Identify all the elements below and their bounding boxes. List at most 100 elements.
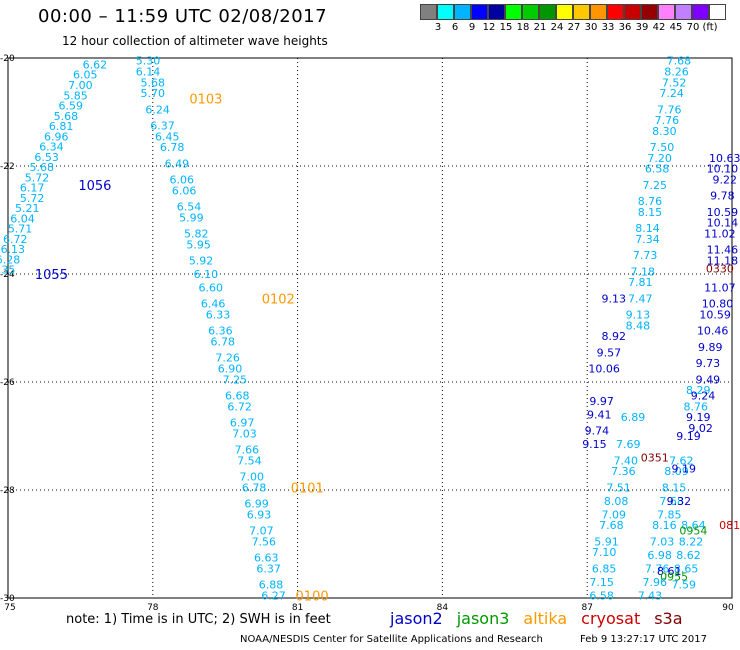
data-point-altika: 5.70 (141, 87, 166, 100)
scale-swatch (624, 4, 641, 20)
scale-swatch (658, 4, 675, 20)
credit-line: NOAA/NESDIS Center for Satellite Applica… (240, 634, 543, 645)
x-tick-label: 90 (722, 603, 734, 613)
scale-label: 9 (468, 22, 476, 33)
data-point-altika: 7.07 (249, 525, 274, 538)
data-point-altika: 7.54 (237, 454, 262, 467)
data-point-jason2: 10.10 (707, 163, 739, 176)
satellite-legend: jason2 jason3 altika cryosat s3a (390, 609, 683, 628)
y-tick-label: -30 (0, 594, 15, 604)
data-point-jason2: 11.46 (707, 244, 739, 257)
data-point-altika: 6.58 (589, 589, 614, 602)
data-point-altika: 5.85 (63, 89, 88, 102)
scale-label: 18 (516, 22, 530, 33)
scale-swatch (488, 4, 505, 20)
data-point-altika: 9.13 (626, 309, 651, 322)
data-point-jason2: 10.46 (697, 325, 729, 338)
data-point-altika: 6.28 (0, 253, 20, 266)
scale-swatch (437, 4, 454, 20)
data-point-altika: 8.62 (676, 549, 701, 562)
data-point-altika: 6.45 (155, 130, 180, 143)
data-point-altika: 7.85 (657, 508, 682, 521)
data-point-altika: 7.15 (589, 576, 614, 589)
data-point-jason2: 9.74 (585, 425, 610, 438)
legend-s3a: s3a (654, 609, 683, 628)
x-tick-label: 87 (581, 603, 592, 613)
data-point-altika: 8.26 (664, 66, 689, 79)
data-point-altika: 8.15 (638, 206, 663, 219)
scale-label: 21 (533, 22, 547, 33)
data-point-altika: 6.37 (150, 120, 175, 133)
data-point-altika: 6.90 (218, 363, 243, 376)
data-point-altika: 6.37 (256, 562, 281, 575)
data-point-jason2: 9.15 (582, 438, 607, 451)
data-point-altika: 7.59 (671, 579, 696, 592)
data-point-altika: 5.21 (15, 202, 40, 215)
data-point-jason2: 8.92 (601, 330, 626, 343)
scale-swatch (556, 4, 573, 20)
scale-swatch (522, 4, 539, 20)
data-point-jason2: 11.18 (707, 255, 739, 268)
data-point-jason2: 10.14 (707, 217, 739, 230)
time-label: 0100 (296, 589, 329, 604)
data-point-altika: 6.59 (58, 100, 83, 113)
data-point-altika: 8.48 (626, 319, 651, 332)
data-point-jason2: 9.73 (696, 357, 721, 370)
time-label: 0102 (262, 292, 295, 307)
legend-jason3: jason3 (456, 609, 510, 628)
data-point-jason2: 10.59 (707, 206, 739, 219)
y-tick-label: -28 (0, 486, 15, 496)
data-point-altika: 7.36 (611, 465, 636, 478)
data-point-altika: 5.82 (184, 228, 209, 241)
data-point-altika: 7.00 (239, 471, 264, 484)
data-point-altika: 7.10 (592, 546, 617, 559)
time-label: 0103 (189, 93, 222, 108)
data-point-altika: 7.34 (635, 233, 660, 246)
data-point-altika: 6.72 (3, 233, 28, 246)
data-point-altika: 6.63 (254, 552, 279, 565)
data-point-altika: 7.51 (606, 481, 631, 494)
data-point-altika: 6.04 (10, 212, 35, 225)
x-tick-label: 78 (147, 603, 159, 613)
legend-altika: altika (523, 609, 568, 628)
data-point-jason2: 9.22 (713, 174, 738, 187)
data-point-jason2: 9.02 (688, 422, 713, 435)
data-point-altika: 6.78 (242, 481, 267, 494)
data-point-altika: 6.49 (165, 157, 190, 170)
data-point-altika: 5.92 (189, 255, 214, 268)
data-point-altika: 7.52 (662, 76, 687, 89)
data-point-altika: 8.64 (681, 519, 706, 532)
data-point-jason2: 9.32 (667, 495, 692, 508)
data-point-jason2: 8.61 (657, 565, 682, 578)
data-point-altika: 6.05 (73, 69, 98, 82)
data-point-altika: 7.76 (645, 562, 670, 575)
data-point-altika: 6.98 (647, 549, 672, 562)
data-point-altika: 8.30 (652, 125, 677, 138)
scale-label: 30 (584, 22, 598, 33)
data-point-altika: 8.76 (684, 400, 709, 413)
data-point-altika: 6.10 (194, 268, 219, 281)
scale-swatch (471, 4, 488, 20)
data-point-altika: 6.54 (177, 201, 202, 214)
data-point-altika: 7.62 (669, 454, 694, 467)
data-point-altika: 8.65 (674, 562, 699, 575)
data-point-altika: 6.13 (1, 243, 26, 256)
data-point-altika: 7.47 (628, 292, 653, 305)
data-point-altika: 6.06 (170, 174, 195, 187)
data-point-altika: 7.03 (232, 427, 257, 440)
scale-label: 24 (550, 22, 564, 33)
data-point-altika: 7.26 (215, 352, 240, 365)
color-scale-labels: 3 6 9 12 15 18 21 24 27 30 33 36 39 42 45 70 (ft) (420, 22, 740, 36)
data-point-altika: 7.43 (638, 589, 663, 602)
data-point-cryosat: 081 (719, 519, 740, 532)
data-point-altika: 6.58 (645, 163, 670, 176)
x-tick-label: 84 (437, 603, 449, 613)
scale-swatch (539, 4, 556, 20)
data-point-altika: 6.78 (211, 336, 236, 349)
data-point-jason2: 9.97 (589, 395, 614, 408)
y-tick-label: -20 (0, 54, 15, 64)
plot-frame (7, 57, 733, 599)
data-point-altika: 6.36 (208, 325, 233, 338)
data-point-altika: 7.73 (633, 249, 658, 262)
